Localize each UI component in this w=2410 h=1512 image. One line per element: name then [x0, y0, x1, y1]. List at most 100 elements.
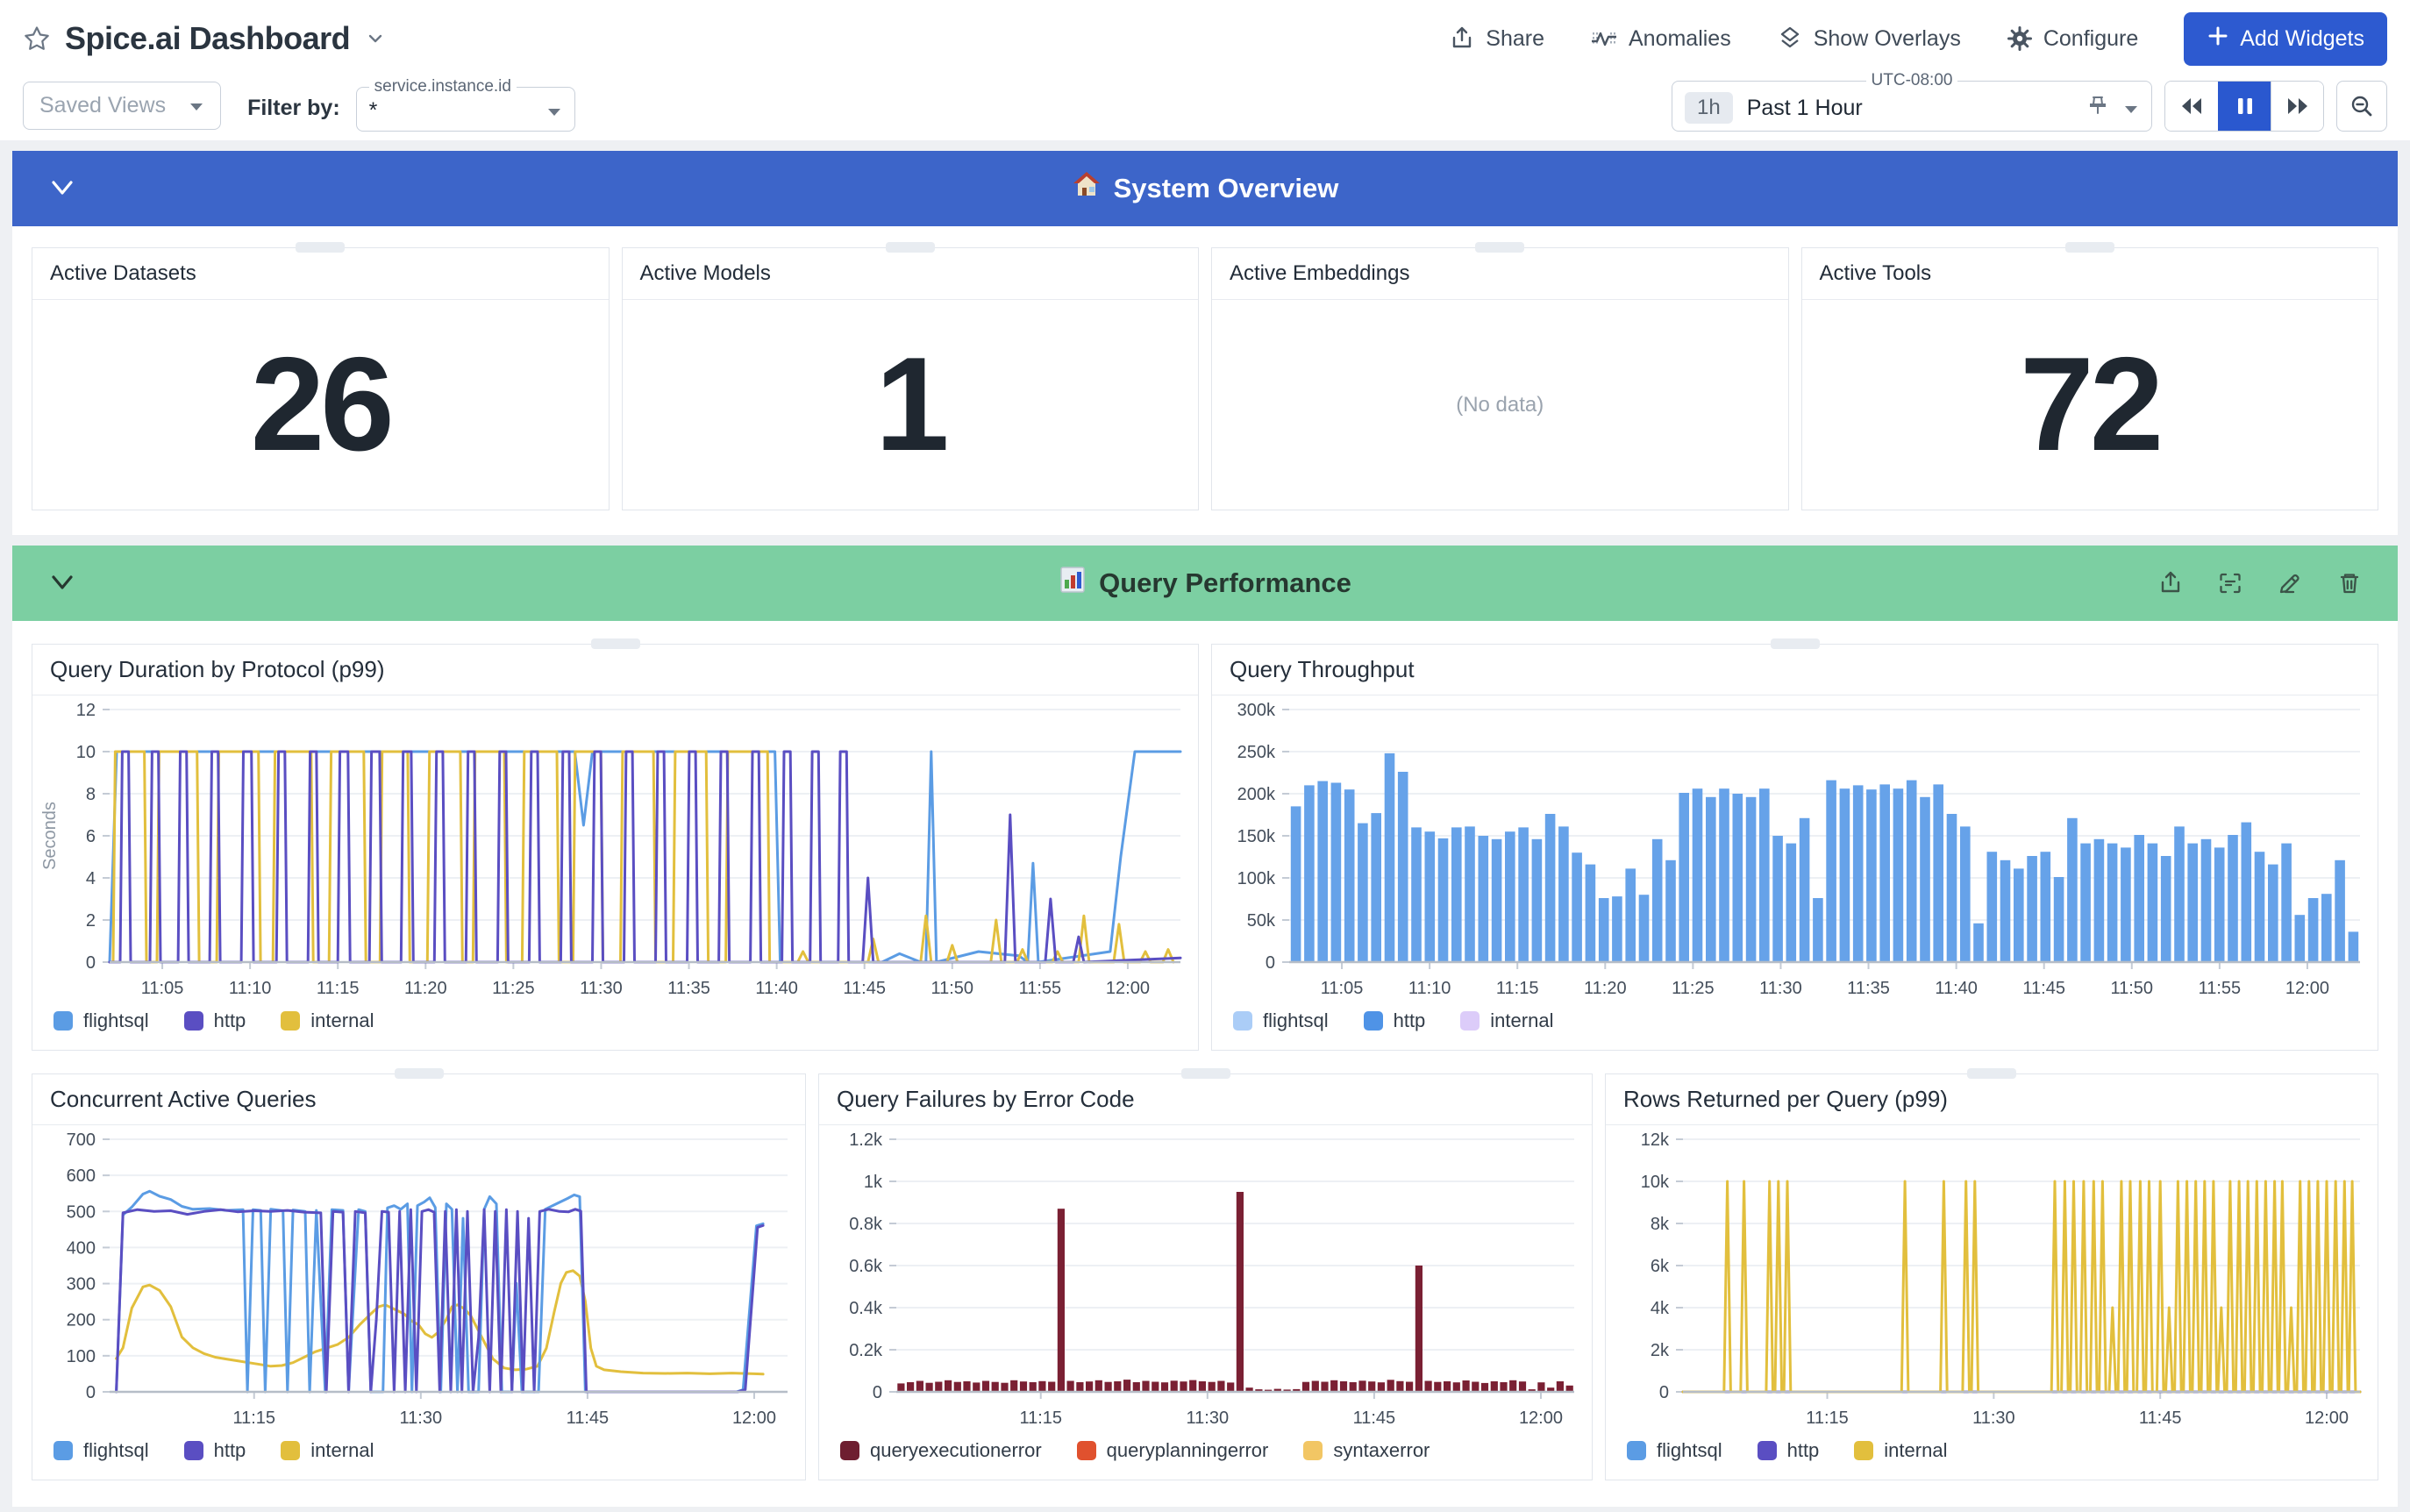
legend-item-syntaxerror[interactable]: syntaxerror	[1303, 1439, 1430, 1462]
legend-label: flightsql	[83, 1439, 149, 1461]
favorite-star-icon[interactable]	[23, 25, 51, 53]
chart-legend: queryexecutionerror queryplanningerror syn…	[819, 1434, 1592, 1473]
edit-pencil-icon[interactable]	[2277, 570, 2303, 596]
legend-swatch	[281, 1441, 301, 1460]
legend-item-internal[interactable]: internal	[281, 1439, 374, 1462]
chart-legend: flightsql http internal	[1212, 1004, 2378, 1043]
share-icon	[1449, 25, 1475, 52]
legend-item-flightsql[interactable]: flightsql	[1627, 1439, 1722, 1462]
svg-text:11:10: 11:10	[229, 979, 272, 998]
performance-section-body: Query Duration by Protocol (p99) 0 2 4 6 8 10…	[12, 621, 2398, 1507]
svg-text:Seconds: Seconds	[40, 802, 60, 870]
query-duration-chart[interactable]: 0 2 4 6 8 10 12 11:05 11:10 11:15 11:20 11:25 11:30 1…	[32, 695, 1198, 1004]
svg-text:0: 0	[873, 1383, 882, 1402]
concurrent-queries-chart[interactable]: 0 100 200 300 400 500 600 700 11:15 11:30 11:45 12:…	[32, 1125, 805, 1434]
pin-icon[interactable]	[2086, 94, 2109, 123]
svg-text:11:55: 11:55	[1019, 979, 1062, 998]
time-range-picker[interactable]: UTC-08:00 1h Past 1 Hour	[1672, 71, 2152, 132]
saved-views-dropdown[interactable]: Saved Views	[23, 82, 222, 130]
time-back-button[interactable]	[2165, 82, 2218, 131]
filter-value: *	[368, 98, 378, 123]
range-label: Past 1 Hour	[1746, 95, 1863, 120]
legend-swatch	[1076, 1441, 1096, 1460]
legend-label: flightsql	[83, 1009, 149, 1031]
copy-id-icon[interactable]	[2217, 570, 2243, 596]
drag-handle[interactable]	[1475, 242, 1525, 253]
legend-label: http	[1786, 1439, 1820, 1461]
title-chevron-down-icon[interactable]	[364, 27, 387, 50]
svg-text:0.6k: 0.6k	[849, 1257, 883, 1276]
rows-returned-chart[interactable]: 0 2k 4k 6k 8k 10k 12k 11:15 11:30 11:45 12:00	[1606, 1125, 2378, 1434]
drag-handle[interactable]	[590, 638, 640, 649]
svg-text:11:20: 11:20	[404, 979, 447, 998]
chart-legend: flightsql http internal	[1606, 1434, 2378, 1473]
drag-handle[interactable]	[394, 1068, 444, 1079]
export-icon[interactable]	[2157, 570, 2184, 596]
pause-button[interactable]	[2218, 82, 2271, 131]
chart-panel-concurrent-queries: Concurrent Active Queries 0 100 200 300 400 5…	[32, 1068, 806, 1480]
svg-text:11:15: 11:15	[317, 979, 360, 998]
overview-section-body: Active Datasets 26 Active Models 1 Activ…	[12, 226, 2398, 535]
svg-text:11:45: 11:45	[1353, 1409, 1396, 1428]
legend-item-http[interactable]: http	[183, 1439, 246, 1462]
legend-label: internal	[310, 1439, 374, 1461]
svg-text:50k: 50k	[1247, 911, 1276, 931]
svg-text:0: 0	[86, 1383, 96, 1402]
legend-label: http	[213, 1439, 246, 1461]
svg-text:11:45: 11:45	[2139, 1409, 2182, 1428]
drag-handle[interactable]	[2064, 242, 2114, 253]
svg-text:12: 12	[76, 701, 96, 720]
legend-item-http[interactable]: http	[1363, 1009, 1425, 1032]
legend-item-queryplanningerror[interactable]: queryplanningerror	[1076, 1439, 1268, 1462]
svg-text:8k: 8k	[1651, 1215, 1670, 1234]
legend-item-flightsql[interactable]: flightsql	[1233, 1009, 1329, 1032]
share-button[interactable]: Share	[1449, 25, 1544, 52]
anomalies-button[interactable]: Anomalies	[1590, 25, 1731, 52]
drag-handle[interactable]	[1770, 638, 1820, 649]
svg-text:10k: 10k	[1641, 1173, 1670, 1192]
svg-text:100: 100	[67, 1347, 96, 1366]
drag-handle[interactable]	[1967, 1068, 2016, 1079]
legend-item-internal[interactable]: internal	[1460, 1009, 1553, 1032]
filter-toolbar: Saved Views Filter by: service.instance.…	[0, 71, 2410, 140]
bar-chart-icon	[1059, 566, 1087, 601]
svg-text:12:00: 12:00	[2285, 979, 2329, 998]
caret-down-icon[interactable]	[2123, 96, 2139, 121]
svg-text:10: 10	[76, 743, 96, 762]
svg-text:11:30: 11:30	[580, 979, 623, 998]
svg-text:400: 400	[67, 1238, 96, 1258]
drag-handle[interactable]	[296, 242, 346, 253]
drag-handle[interactable]	[1180, 1068, 1230, 1079]
drag-handle[interactable]	[885, 242, 935, 253]
collapse-chevron-icon[interactable]	[49, 179, 75, 198]
query-failures-chart[interactable]: 0 0.2k 0.4k 0.6k 0.8k 1k 1.2k 11:15 11:30 11:45 12…	[819, 1125, 1592, 1434]
zoom-out-button[interactable]	[2336, 81, 2387, 132]
legend-item-internal[interactable]: internal	[281, 1009, 374, 1032]
legend-swatch	[281, 1011, 301, 1031]
legend-swatch	[1627, 1441, 1646, 1460]
add-widgets-button[interactable]: Add Widgets	[2184, 11, 2387, 66]
legend-item-queryexecutionerror[interactable]: queryexecutionerror	[840, 1439, 1042, 1462]
legend-item-http[interactable]: http	[1757, 1439, 1820, 1462]
legend-item-flightsql[interactable]: flightsql	[53, 1439, 149, 1462]
legend-item-http[interactable]: http	[183, 1009, 246, 1032]
svg-text:12:00: 12:00	[2305, 1409, 2349, 1428]
legend-label: internal	[1884, 1439, 1948, 1461]
time-forward-button[interactable]	[2271, 82, 2323, 131]
configure-button[interactable]: Configure	[2007, 25, 2138, 52]
delete-trash-icon[interactable]	[2336, 570, 2363, 596]
service-instance-filter[interactable]: service.instance.id *	[355, 77, 575, 132]
svg-text:2: 2	[86, 911, 96, 931]
svg-text:6: 6	[86, 827, 96, 846]
legend-item-flightsql[interactable]: flightsql	[53, 1009, 149, 1032]
svg-text:12:00: 12:00	[1519, 1409, 1563, 1428]
legend-item-internal[interactable]: internal	[1854, 1439, 1947, 1462]
svg-text:11:15: 11:15	[1496, 979, 1539, 998]
collapse-chevron-icon[interactable]	[49, 574, 75, 593]
show-overlays-button[interactable]: Show Overlays	[1777, 25, 1961, 52]
legend-label: flightsql	[1657, 1439, 1722, 1461]
svg-text:11:15: 11:15	[232, 1409, 275, 1428]
query-throughput-chart[interactable]: 0 50k 100k 150k 200k 250k 300k 11:05 11:10 11:15 1…	[1212, 695, 2378, 1004]
svg-text:600: 600	[67, 1166, 96, 1186]
svg-text:250k: 250k	[1237, 743, 1276, 762]
